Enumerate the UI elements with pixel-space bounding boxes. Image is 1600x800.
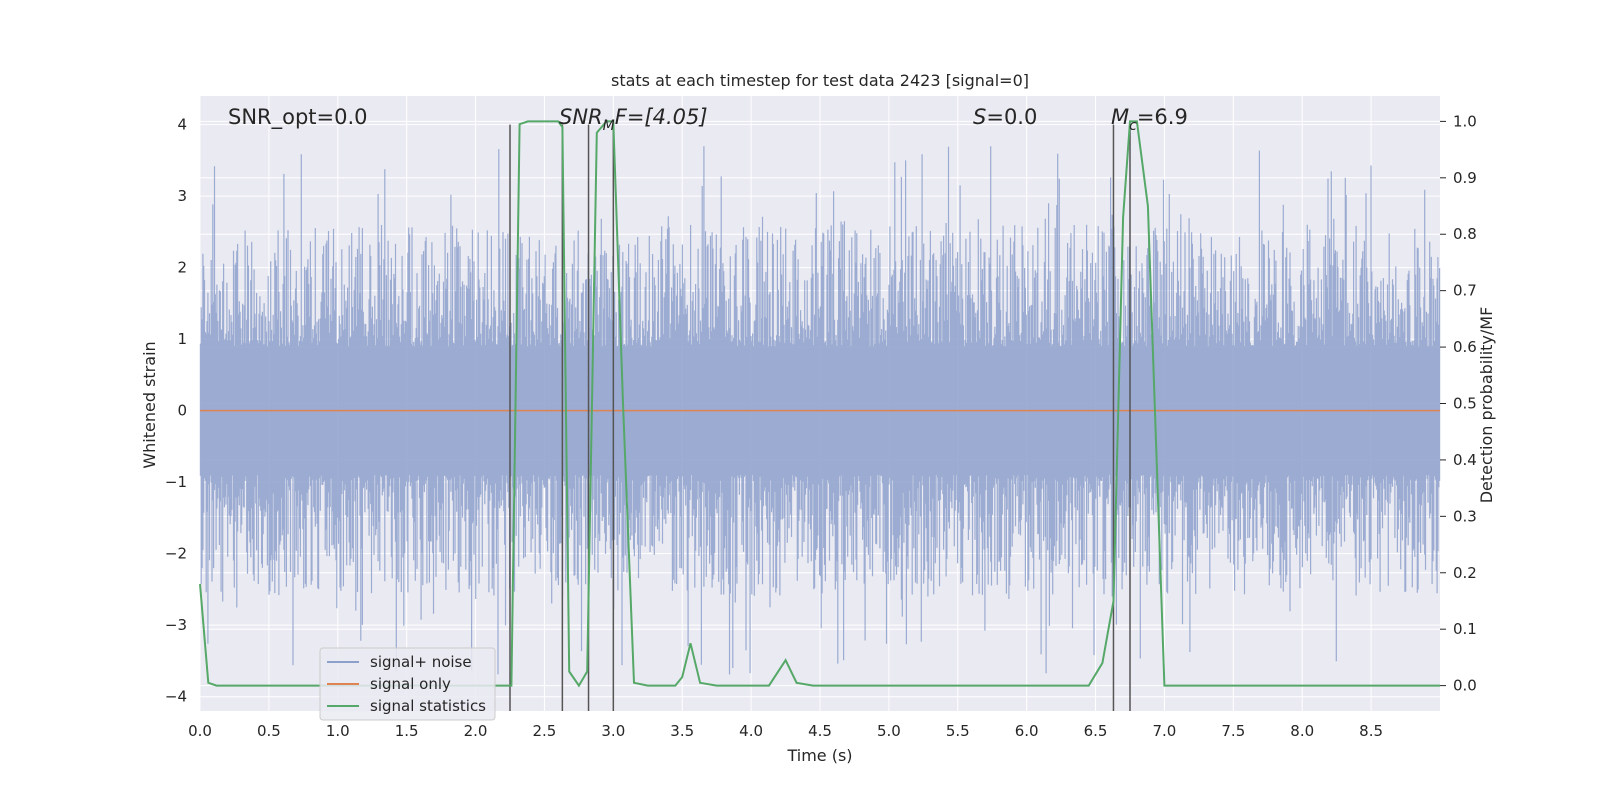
legend-label-stats: signal statistics (370, 697, 486, 715)
x-tick-label-14: 7.0 (1153, 722, 1177, 740)
x-tick-label-13: 6.5 (1084, 722, 1108, 740)
snr-opt-annotation: SNR_opt=0.0 (228, 105, 368, 130)
y2-tick-label-9: 0.9 (1453, 169, 1477, 187)
y-tick-label-4: 0 (177, 402, 187, 420)
mc-annotation: Mc=6.9 (1111, 105, 1188, 134)
s-annotation: S=0.0 (973, 105, 1037, 129)
y-tick-label-7: 3 (177, 187, 187, 205)
y-tick-label-5: 1 (177, 330, 187, 348)
legend: signal+ noise signal only signal statist… (319, 647, 496, 721)
y2-axis-ticks: 0.0 0.1 0.2 0.3 0.4 0.5 0.6 0.7 0.8 0.9 1.0 (1440, 112, 1477, 695)
chart-title: stats at each timestep for test data 242… (611, 71, 1029, 90)
x-tick-label-10: 5.0 (877, 722, 901, 740)
y2-tick-label-0: 0.0 (1453, 677, 1477, 695)
x-tick-label-11: 5.5 (946, 722, 970, 740)
x-tick-label-1: 0.5 (257, 722, 281, 740)
y-tick-label-0: −4 (165, 688, 187, 706)
x-tick-label-5: 2.5 (533, 722, 557, 740)
y2-tick-label-2: 0.2 (1453, 564, 1477, 582)
legend-box (319, 647, 496, 721)
y-axis-ticks: −4 −3 −2 −1 0 1 2 3 4 (165, 116, 187, 706)
y-tick-label-1: −3 (165, 616, 187, 634)
y2-tick-label-8: 0.8 (1453, 225, 1477, 243)
y2-axis-label: Detection probability/MF (1477, 307, 1496, 504)
x-tick-label-12: 6.0 (1015, 722, 1039, 740)
y-tick-label-6: 2 (177, 259, 187, 277)
x-tick-label-15: 7.5 (1221, 722, 1245, 740)
y-tick-label-8: 4 (177, 116, 187, 134)
x-axis-label: Time (s) (786, 746, 852, 765)
y-tick-label-2: −2 (165, 545, 187, 563)
x-tick-label-9: 4.5 (808, 722, 832, 740)
detection-lines (509, 124, 1131, 711)
x-tick-label-0: 0.0 (188, 722, 212, 740)
y-axis-label: Whitened strain (140, 341, 159, 468)
x-tick-label-17: 8.5 (1359, 722, 1383, 740)
x-axis-ticks: 0.0 0.5 1.0 1.5 2.0 2.5 3.0 3.5 4.0 4.5 5.0 5.5 6.0 6… (188, 722, 1383, 740)
y2-tick-label-1: 0.1 (1453, 620, 1477, 638)
y2-tick-label-7: 0.7 (1453, 282, 1477, 300)
snr-mf-annotation: SNRMF=[4.05] (559, 105, 708, 134)
x-tick-label-4: 2.0 (464, 722, 488, 740)
y2-tick-label-3: 0.3 (1453, 507, 1477, 525)
y2-tick-label-5: 0.5 (1453, 395, 1477, 413)
x-tick-label-6: 3.0 (601, 722, 625, 740)
x-tick-label-3: 1.5 (395, 722, 419, 740)
y-tick-label-3: −1 (165, 473, 187, 491)
y2-tick-label-6: 0.6 (1453, 338, 1477, 356)
legend-label-signal: signal only (370, 675, 451, 693)
y2-tick-label-4: 0.4 (1453, 451, 1477, 469)
y2-tick-label-10: 1.0 (1453, 112, 1477, 130)
x-tick-label-16: 8.0 (1290, 722, 1314, 740)
legend-label-noise: signal+ noise (370, 653, 472, 671)
x-tick-label-2: 1.0 (326, 722, 350, 740)
statistics-series (199, 120, 1440, 688)
x-tick-label-7: 3.5 (670, 722, 694, 740)
statistics-line (199, 120, 1440, 688)
x-tick-label-8: 4.0 (739, 722, 763, 740)
